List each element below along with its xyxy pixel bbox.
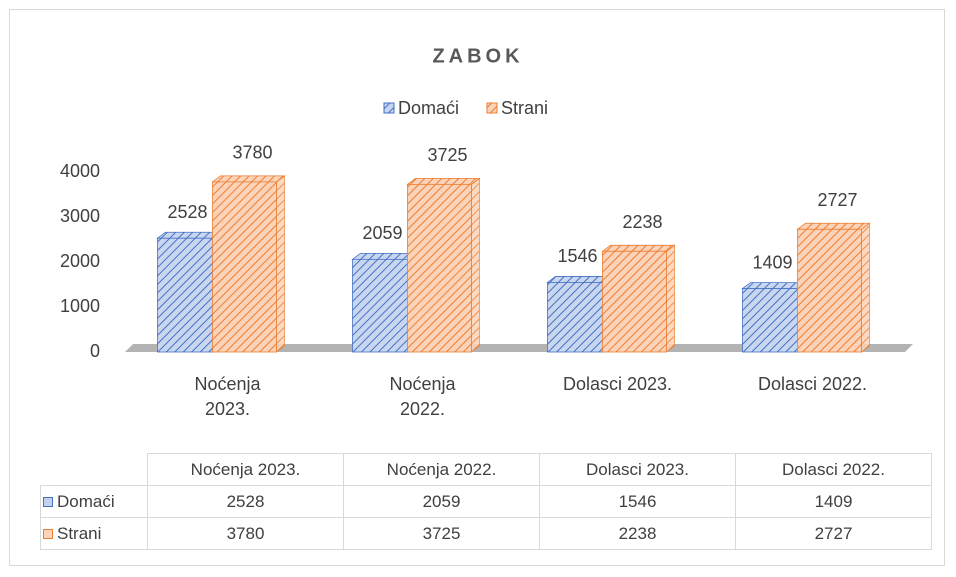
y-tick-label: 1000 (60, 296, 100, 316)
table-row: Domaći 2528 2059 1546 1409 (40, 485, 932, 518)
table-corner (40, 453, 148, 486)
bar (211, 175, 286, 353)
data-label: 3780 (232, 143, 272, 163)
table-key (43, 497, 53, 508)
data-label: 3725 (427, 145, 467, 165)
table-row-name: Domaći (40, 485, 148, 518)
bar-side (471, 177, 480, 353)
table-row-name: Strani (40, 517, 148, 550)
table-cell: 1409 (735, 485, 932, 518)
table-cell: 3725 (343, 517, 540, 550)
table-header: Noćenja 2023. Noćenja 2022. Dolasci 2023. D… (40, 453, 932, 486)
data-label: 2528 (167, 202, 207, 222)
data-label: 2727 (817, 190, 857, 210)
bar (156, 231, 223, 353)
bar-front (602, 250, 667, 353)
bar-top (601, 244, 676, 252)
chart-frame (9, 9, 945, 566)
bar-top (156, 231, 223, 239)
floor (125, 344, 913, 352)
data-label: 2059 (362, 223, 402, 243)
y-tick-label: 3000 (60, 206, 100, 226)
bar (406, 177, 481, 353)
data-label: 1409 (752, 252, 792, 272)
bar (546, 275, 613, 353)
bar-front (797, 228, 862, 353)
bar-top (546, 276, 613, 283)
bar-side (276, 175, 285, 353)
bar (741, 281, 808, 353)
table-row: Strani 3780 3725 2238 2727 (40, 517, 932, 550)
bar-side (666, 244, 675, 353)
bar-top (211, 175, 286, 183)
table-header-cell: Noćenja 2023. (147, 453, 344, 486)
bar-front (157, 237, 214, 353)
table-cell: 2528 (147, 485, 344, 518)
data-label: 1546 (557, 246, 597, 266)
bar-side (861, 222, 870, 353)
legend-key (383, 102, 395, 114)
bar (796, 222, 871, 353)
table-cell: 1546 (539, 485, 736, 518)
legend-label: Strani (501, 98, 548, 118)
table-header-cell: Dolasci 2022. (735, 453, 932, 486)
bar-front (742, 288, 799, 353)
bar-top (796, 222, 871, 230)
chart-title: ZABOK (432, 45, 523, 67)
bar-front (352, 258, 409, 353)
data-label: 2238 (622, 212, 662, 232)
y-tick-label: 0 (90, 341, 100, 361)
x-tick-label: Dolasci 2023. (562, 374, 673, 394)
table-key (43, 529, 53, 540)
bar (601, 244, 676, 353)
table-row-label: Strani (57, 523, 102, 543)
bar-top (406, 177, 481, 185)
table-cell: 2059 (343, 485, 540, 518)
x-tick-label: Noćenja 2022. (389, 374, 456, 419)
bar-front (212, 181, 277, 353)
x-tick-label: Noćenja 2023. (194, 374, 261, 419)
bar-front (547, 282, 604, 353)
table-cell: 2727 (735, 517, 932, 550)
legend-key (486, 102, 498, 114)
legend-label: Domaći (398, 98, 459, 118)
table-cell: 3780 (147, 517, 344, 550)
data-table: Noćenja 2023. Noćenja 2022. Dolasci 2023. D… (40, 453, 932, 550)
table-header-cell: Dolasci 2023. (539, 453, 736, 486)
table-row-label: Domaći (57, 491, 115, 511)
bar-top (741, 282, 808, 289)
bar-front (407, 183, 472, 353)
y-tick-label: 4000 (60, 161, 100, 181)
bar (351, 252, 418, 353)
y-tick-label: 2000 (60, 251, 100, 271)
legend: Domaći Strani (383, 98, 548, 118)
bar-top (351, 252, 418, 260)
table-header-cell: Noćenja 2022. (343, 453, 540, 486)
x-tick-label: Dolasci 2022. (757, 374, 868, 394)
table-cell: 2238 (539, 517, 736, 550)
